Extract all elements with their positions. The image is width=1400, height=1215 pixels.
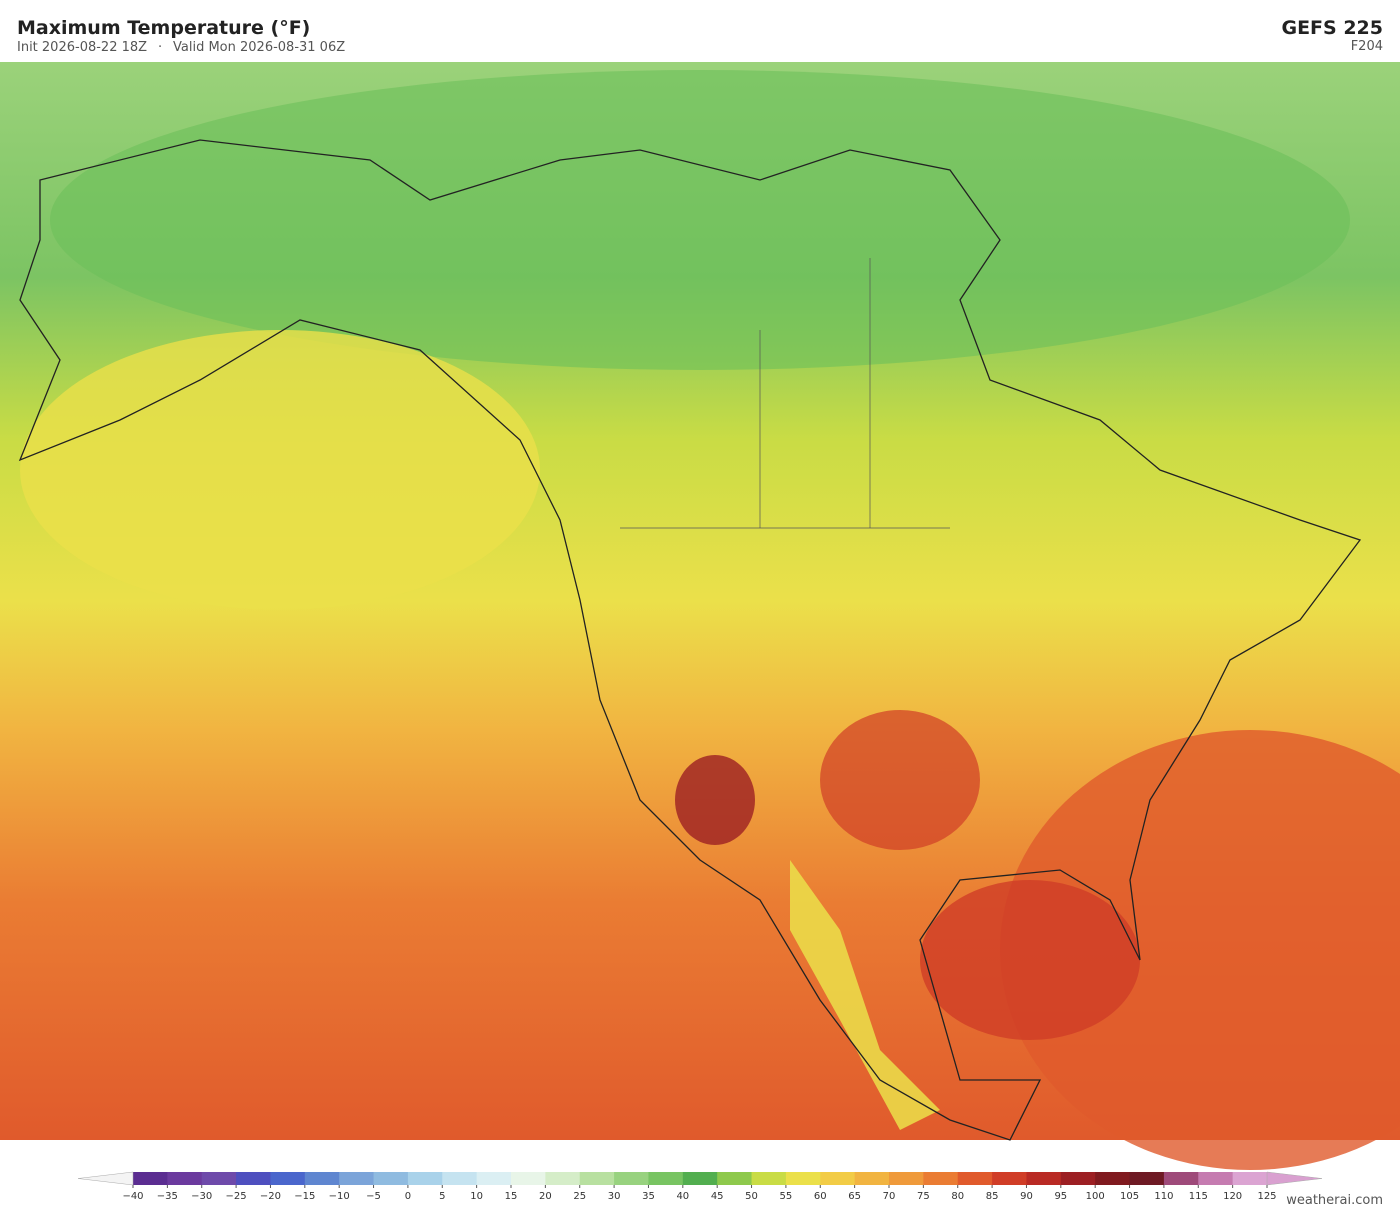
- color-bin: [511, 1172, 546, 1185]
- tick-label: 60: [814, 1191, 827, 1202]
- color-bin: [304, 1172, 340, 1185]
- tick-label: 45: [711, 1191, 724, 1202]
- plains-region: [820, 710, 980, 850]
- color-bin: [236, 1172, 271, 1185]
- desert-region: [675, 755, 755, 845]
- tick-label: 125: [1257, 1191, 1276, 1202]
- borders: [620, 258, 950, 529]
- tick-label: 10: [470, 1191, 483, 1202]
- pacific-region: [20, 330, 540, 610]
- tick-label: −30: [191, 1191, 212, 1202]
- color-bin: [1129, 1172, 1165, 1185]
- color-bin: [751, 1172, 787, 1185]
- color-bin: [373, 1172, 409, 1185]
- color-bin: [717, 1172, 753, 1185]
- over-arrow: [1266, 1171, 1323, 1186]
- tick-label: −15: [294, 1191, 315, 1202]
- model: GEFS 225: [1281, 17, 1383, 39]
- color-bin: [1026, 1172, 1062, 1185]
- tick-label: 15: [505, 1191, 518, 1202]
- color-bin: [339, 1172, 375, 1185]
- tick-label: 50: [745, 1191, 758, 1202]
- color-bin: [614, 1172, 649, 1185]
- tick-label: 5: [439, 1191, 445, 1202]
- color-bin: [992, 1172, 1027, 1185]
- color-bin: [167, 1172, 203, 1185]
- tick-label: 80: [951, 1191, 964, 1202]
- tick-label: −25: [226, 1191, 247, 1202]
- color-bin: [545, 1172, 581, 1185]
- tick-label: 35: [642, 1191, 655, 1202]
- gulf-region: [920, 880, 1140, 1040]
- tick-label: 85: [986, 1191, 999, 1202]
- colorbar: −40 −35 −30 −25 −20 −15 −10 −5 0 5 10 15 20 25 30 35 40 4…: [77, 1171, 1323, 1202]
- color-bin: [1163, 1172, 1199, 1185]
- tick-label: 40: [676, 1191, 689, 1202]
- color-bin: [201, 1172, 237, 1185]
- color-bin: [648, 1172, 684, 1185]
- color-bin: [785, 1172, 821, 1185]
- color-bin: [889, 1172, 924, 1185]
- color-bin: [1060, 1172, 1096, 1185]
- color-bin: [1232, 1172, 1268, 1185]
- tick-label: 0: [405, 1191, 411, 1202]
- tick-label: −35: [157, 1191, 178, 1202]
- tick-label: −20: [260, 1191, 281, 1202]
- tick-label: 90: [1020, 1191, 1033, 1202]
- color-bin: [957, 1172, 993, 1185]
- cool-region: [50, 70, 1350, 370]
- tick-label: 20: [539, 1191, 552, 1202]
- tick-label: 100: [1086, 1191, 1105, 1202]
- color-bin: [854, 1172, 890, 1185]
- tick-label: 25: [573, 1191, 586, 1202]
- tick-label: 115: [1189, 1191, 1208, 1202]
- tick-label: −5: [366, 1191, 381, 1202]
- color-bin: [270, 1172, 306, 1185]
- tick-label: −10: [329, 1191, 350, 1202]
- forecast-hour: F204: [1351, 39, 1383, 54]
- tick-label: 70: [883, 1191, 896, 1202]
- color-bin: [682, 1172, 718, 1185]
- color-bin: [923, 1172, 959, 1185]
- valid-time: Valid Mon 2026-08-31 06Z: [173, 40, 345, 55]
- color-bin: [407, 1172, 443, 1185]
- color-bin: [1198, 1172, 1234, 1185]
- tick-label: 95: [1054, 1191, 1067, 1202]
- title: Maximum Temperature (°F): [17, 17, 310, 39]
- credit: weatherai.com: [1286, 1193, 1383, 1208]
- tick-label: 75: [917, 1191, 930, 1202]
- color-bin: [476, 1172, 512, 1185]
- color-bin: [820, 1172, 856, 1185]
- color-bin: [133, 1172, 168, 1185]
- tick-label: −40: [122, 1191, 143, 1202]
- color-bin: [579, 1172, 615, 1185]
- separator: ·: [158, 40, 162, 55]
- atlantic-region: [1000, 730, 1400, 1170]
- tick-label: 55: [780, 1191, 793, 1202]
- color-bin: [1095, 1172, 1131, 1185]
- tick-label: 65: [848, 1191, 861, 1202]
- tick-label: 110: [1154, 1191, 1173, 1202]
- color-bin: [442, 1172, 478, 1185]
- tick-label: 120: [1223, 1191, 1242, 1202]
- under-arrow: [77, 1171, 134, 1186]
- tick-label: 105: [1120, 1191, 1139, 1202]
- init-time: Init 2026-08-22 18Z: [17, 40, 147, 55]
- tick-label: 30: [608, 1191, 621, 1202]
- mexico-highlands: [790, 860, 940, 1130]
- map: [0, 62, 1400, 1170]
- coastline: [18, 139, 1362, 1141]
